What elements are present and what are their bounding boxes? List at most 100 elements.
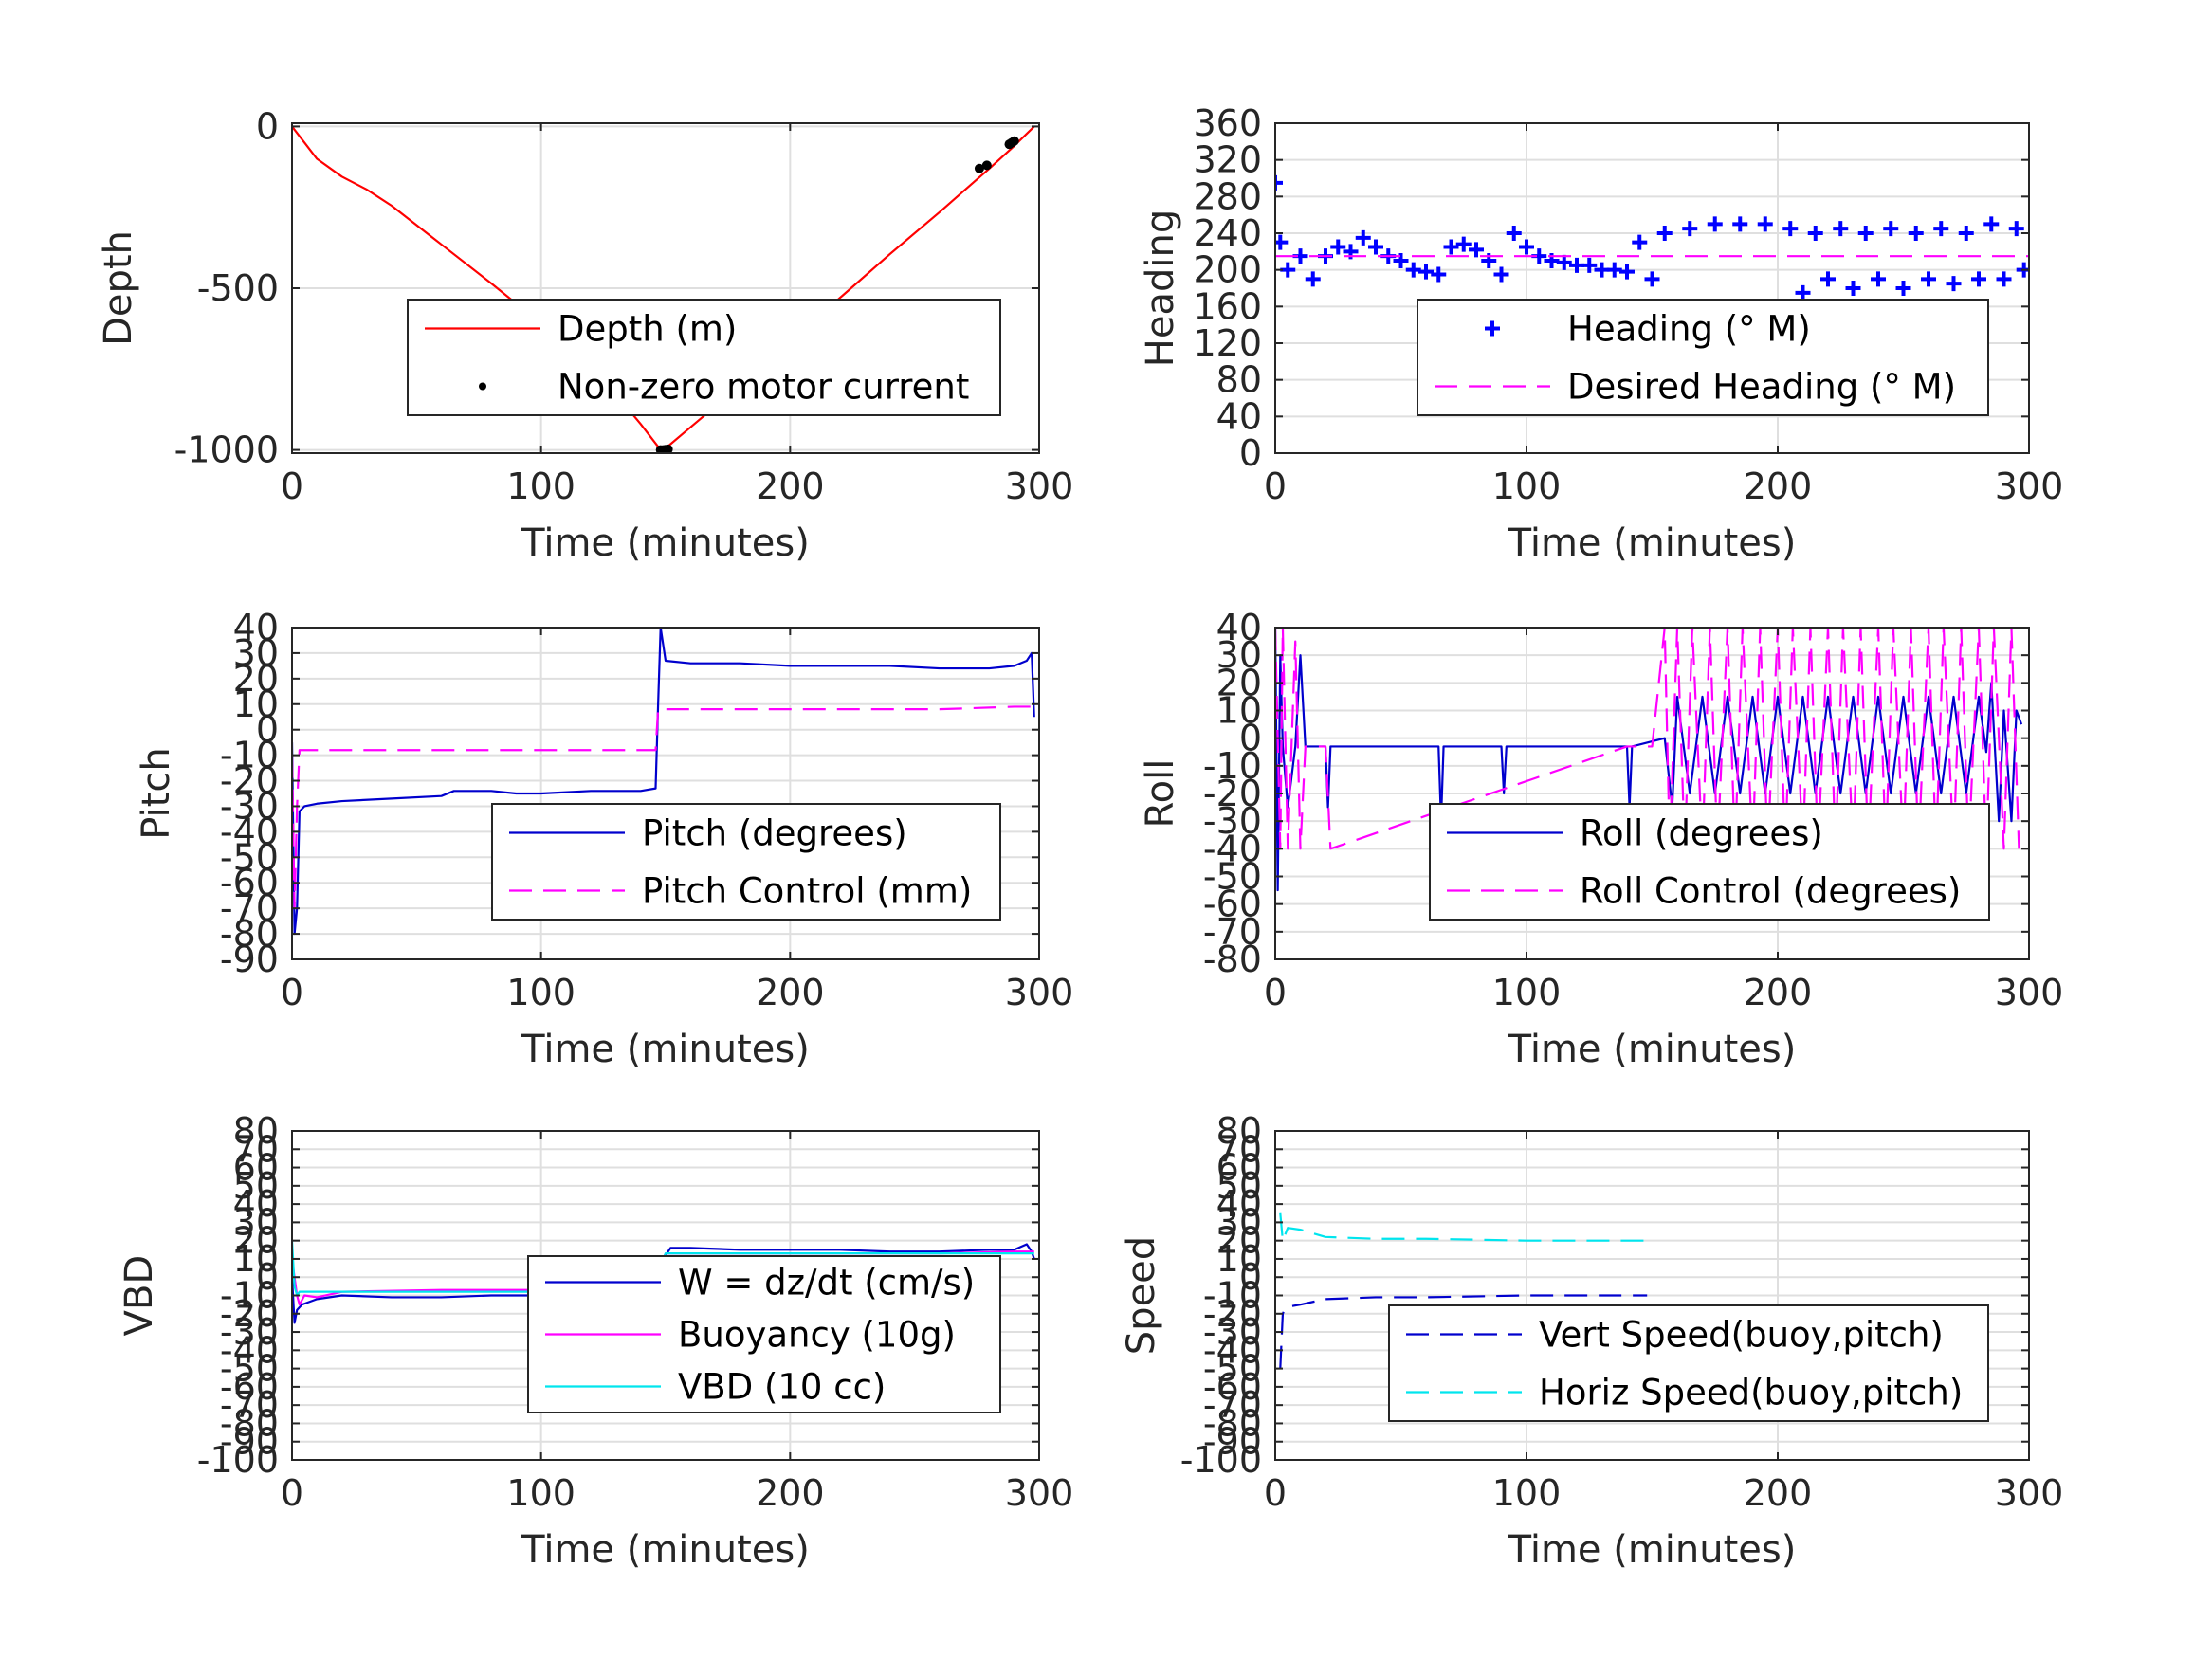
y-axis-label: Depth (97, 230, 140, 346)
y-axis-label: Roll (1139, 759, 1182, 829)
y-tick-label: 40 (1216, 1183, 1262, 1225)
y-tick-label: -30 (220, 785, 279, 827)
series-point (663, 444, 673, 453)
x-tick-label: 200 (1744, 972, 1813, 1013)
y-tick-label: -70 (220, 1384, 279, 1426)
x-tick-label: 0 (1264, 972, 1287, 1013)
y-tick-label: 70 (233, 1128, 279, 1170)
y-tick-label: -20 (1203, 1293, 1262, 1335)
y-tick-label: -70 (1203, 911, 1262, 953)
legend-label: Desired Heading (° M) (1567, 367, 1956, 408)
x-tick-label: 100 (1492, 972, 1562, 1013)
y-tick-label: 0 (1239, 718, 1262, 759)
series-line-1 (292, 125, 1035, 451)
series-point (1795, 284, 1811, 301)
y-tick-label: 40 (233, 607, 279, 648)
legend-label: Horiz Speed(buoy,pitch) (1539, 1373, 1963, 1413)
y-tick-label: -50 (1203, 856, 1262, 898)
y-tick-label: -80 (1203, 939, 1262, 980)
x-tick-label: 300 (1005, 1472, 1074, 1514)
y-tick-label: 20 (233, 658, 279, 700)
y-tick-label: 50 (233, 1165, 279, 1207)
series-group (1279, 1212, 1648, 1369)
legend-label: Vert Speed(buoy,pitch) (1539, 1315, 1944, 1356)
y-tick-label: 30 (1216, 1201, 1262, 1243)
x-tick-label: 200 (756, 972, 825, 1013)
series-point (1958, 226, 1974, 241)
y-tick-label: 120 (1193, 322, 1262, 364)
y-tick-label: -50 (220, 1348, 279, 1390)
y-tick-label: -30 (1203, 1311, 1262, 1353)
x-tick-label: 100 (506, 465, 576, 507)
y-axis-label: Heading (1139, 210, 1182, 367)
x-tick-label: 100 (506, 1472, 576, 1514)
legend: Roll (degrees) Roll Control (degrees) (1429, 803, 1990, 921)
series-line-2 (1275, 628, 2020, 850)
y-tick-label: -10 (1203, 1275, 1262, 1317)
series-point (1009, 136, 1019, 146)
y-tick-label: 60 (233, 1147, 279, 1189)
series-point (1644, 271, 1660, 287)
x-tick-label: 300 (1995, 465, 2064, 507)
series-point (1493, 266, 1509, 283)
y-tick-label: 40 (233, 1183, 279, 1225)
y-tick-label: 80 (1216, 359, 1262, 401)
series-point (1883, 221, 1899, 237)
series-point (1556, 254, 1572, 270)
legend-label: Heading (° M) (1567, 309, 1811, 350)
series-point (1820, 271, 1836, 287)
x-tick-label: 300 (1005, 465, 1074, 507)
series-point (1732, 216, 1748, 232)
x-axis-label: Time (minutes) (1508, 1528, 1797, 1572)
y-tick-label: 20 (233, 1220, 279, 1262)
y-tick-label: -80 (1203, 1402, 1262, 1444)
series-point (1619, 264, 1635, 280)
x-axis-label: Time (minutes) (1508, 521, 1797, 565)
series-point (1275, 234, 1289, 250)
series-point (1707, 216, 1723, 232)
y-tick-label: -20 (1203, 773, 1262, 814)
series-group (292, 125, 1035, 453)
series-point (974, 163, 984, 173)
series-point (1305, 271, 1321, 287)
legend: Heading (° M) Desired Heading (° M) (1417, 299, 1989, 416)
y-tick-label: -40 (220, 1329, 279, 1371)
series-point (1355, 229, 1371, 246)
legend-label: Pitch Control (mm) (642, 871, 972, 912)
series-point (1275, 174, 1283, 191)
series-point (1656, 226, 1673, 241)
y-tick-label: -10 (220, 735, 279, 776)
y-tick-label: -40 (220, 811, 279, 852)
y-tick-label: -50 (1203, 1348, 1262, 1390)
chart-panel-1: 0 100 200 300 0 -500 -1000 Time (minutes) Depth D… (97, 105, 1073, 565)
series-point (1857, 226, 1874, 241)
y-tick-label: -40 (1203, 828, 1262, 869)
chart-panel-3: 0 100 200 300403020100-10-20-30-40-50-60-70… (135, 607, 1073, 1071)
x-tick-label: 0 (281, 1472, 303, 1514)
y-axis-label: VBD (118, 1255, 161, 1337)
y-tick-label: 10 (233, 1238, 279, 1280)
y-tick-label: -90 (220, 1421, 279, 1463)
y-tick-label: 60 (1216, 1147, 1262, 1189)
chart-panel-5: 0 100 200 30080706050403020100-10-20-30-40-… (118, 1110, 1073, 1572)
x-tick-label: 200 (1744, 465, 1813, 507)
y-tick-label: 20 (1216, 1220, 1262, 1262)
legend-box (1417, 299, 1989, 416)
chart-panel-2: 0 100 200 30004080120160200240280320360Time… (1139, 102, 2063, 565)
y-tick-label: -90 (220, 939, 279, 980)
series-point (1368, 239, 1383, 255)
x-tick-label: 200 (1744, 1472, 1813, 1514)
y-tick-label: 240 (1193, 212, 1262, 254)
y-tick-label: -70 (220, 887, 279, 929)
y-tick-label: 0 (256, 105, 279, 147)
y-tick-label: -40 (1203, 1329, 1262, 1371)
series-point (1807, 226, 1823, 241)
y-tick-label: -20 (220, 760, 279, 802)
series-point (1393, 253, 1409, 268)
series-point (1506, 226, 1522, 241)
x-axis-label: Time (minutes) (521, 1028, 810, 1071)
x-tick-label: 0 (281, 972, 303, 1013)
y-tick-label: 0 (256, 709, 279, 751)
series-point (1782, 221, 1799, 237)
